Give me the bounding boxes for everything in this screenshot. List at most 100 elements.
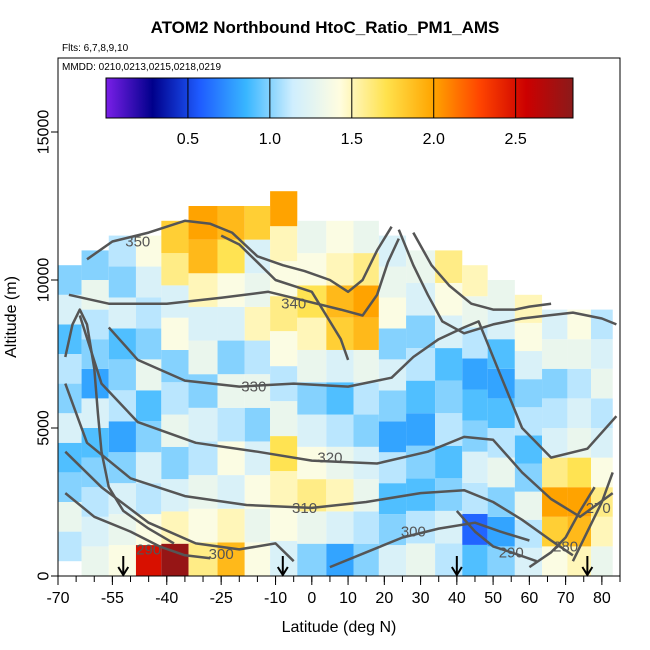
heatmap-cell [297, 220, 327, 254]
heatmap-cell [108, 266, 136, 298]
contour-line [86, 219, 393, 294]
heatmap-cell [135, 266, 162, 298]
contour-line [78, 315, 614, 519]
heatmap-cell [270, 471, 298, 507]
heatmap-cell [135, 483, 162, 515]
heatmap-cell [326, 414, 354, 447]
heatmap-cell [135, 390, 162, 422]
heatmap-cell [81, 546, 109, 576]
plot-frame [57, 57, 621, 577]
heatmap-cell [590, 546, 613, 576]
heatmap-cell [58, 531, 82, 562]
heatmap-cell [217, 407, 245, 442]
heatmap-cell [487, 398, 515, 428]
x-tick-label: 80 [593, 590, 611, 607]
heatmap-cell [378, 390, 407, 422]
heatmap-cell [353, 220, 379, 254]
heatmap-cell [378, 421, 407, 453]
heatmap-cell [58, 472, 82, 502]
heatmap-cell [161, 446, 189, 480]
contour-line [220, 234, 350, 361]
heatmap-cell [188, 508, 218, 543]
heatmap-cell [542, 368, 568, 399]
contour-line [68, 238, 400, 317]
heatmap-cell [81, 428, 109, 458]
x-tick-label: 0 [307, 590, 316, 607]
heatmap-cell [406, 413, 436, 446]
heatmap-cell [188, 306, 218, 341]
colorbar-tick-label: 2.5 [505, 131, 527, 148]
heatmap-cell [590, 428, 613, 458]
heatmap-cell [188, 542, 218, 576]
heatmap-cell [406, 315, 436, 349]
descent-markers [117, 556, 594, 577]
heatmap-cell [217, 374, 245, 408]
heatmap-cell [244, 407, 271, 442]
heatmap-cell [108, 359, 136, 391]
x-axis-label: Latitude (deg N) [282, 619, 397, 636]
heatmap-cell [378, 328, 407, 360]
contour-label: 270 [586, 500, 611, 517]
heatmap-cell [244, 441, 271, 476]
heatmap-cell [514, 491, 543, 520]
heatmap-cell [406, 348, 436, 381]
heatmap-cell [590, 368, 613, 399]
heatmap-cell [567, 309, 591, 340]
contour-label: 330 [241, 379, 266, 396]
heatmap-cell [217, 508, 245, 543]
heatmap-cell [514, 435, 543, 464]
contour-line [397, 229, 617, 335]
heatmap-cell [58, 265, 82, 295]
y-tick-label: 0 [36, 571, 53, 580]
x-tick-label: -70 [46, 590, 69, 607]
x-tick-label: -40 [155, 590, 178, 607]
heatmap-cell [462, 544, 488, 576]
x-tick-label: 20 [375, 590, 393, 607]
heatmap-cell [135, 297, 162, 329]
heatmap-cell [326, 220, 354, 254]
heatmap-cell [462, 265, 488, 297]
axes: -70 -55 -40 -25 -10 0 10 20 30 40 50 60 70 80 0 5000 100… [36, 110, 621, 607]
contour-line [528, 486, 596, 569]
heatmap-cell [135, 328, 162, 360]
heatmap-cell [567, 546, 591, 576]
heatmap-cell [135, 235, 162, 267]
heatmap-cell [244, 475, 271, 509]
heatmap-cell [161, 414, 189, 447]
contour-line [64, 492, 211, 560]
heatmap-cell [353, 511, 379, 544]
heatmap-cell [108, 421, 136, 453]
heatmap-cell [217, 273, 245, 307]
heatmap-cell [514, 322, 543, 352]
x-tick-label: 50 [484, 590, 502, 607]
heatmap-cell [590, 339, 613, 369]
colorbar-tick-label: 1.5 [341, 131, 363, 148]
heatmap-cell [435, 445, 463, 479]
x-tick-label: -55 [101, 590, 124, 607]
contour-label: 290 [136, 541, 161, 558]
heatmap-cell [297, 317, 327, 350]
heatmap-cell [326, 511, 354, 544]
heatmap-cell [58, 294, 82, 325]
heatmap-cell [161, 253, 189, 286]
heatmap-cell [567, 487, 591, 517]
heatmap-cell [353, 317, 379, 350]
heatmap-cell [567, 368, 591, 399]
heatmap-cell [58, 413, 82, 443]
descent-arrow-head [117, 566, 130, 577]
heatmap-cell [244, 508, 271, 543]
heatmap-cell [81, 280, 109, 310]
heatmap-cell [435, 250, 463, 283]
heatmap-cell [406, 543, 436, 576]
y-tick-label: 5000 [36, 410, 53, 446]
heatmap-cell [217, 306, 245, 341]
heatmap-cell [135, 545, 162, 576]
heatmap-cell [244, 374, 271, 408]
heatmap-cell [378, 514, 407, 546]
x-tick-label: 10 [339, 590, 357, 607]
heatmap-cell [435, 413, 463, 446]
heatmap-cell [590, 457, 613, 488]
heatmap-cell [161, 382, 189, 415]
contour-line [329, 521, 530, 569]
